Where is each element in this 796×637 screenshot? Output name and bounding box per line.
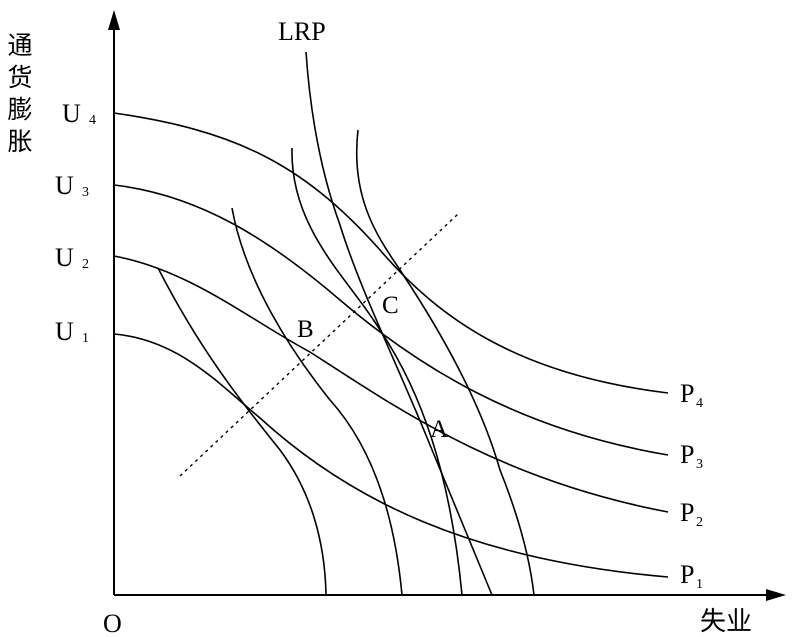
svg-text:1: 1 xyxy=(696,577,703,592)
p1-label: P 1 xyxy=(680,560,703,592)
origin-label: O xyxy=(103,609,122,637)
p3-label: P 3 xyxy=(680,440,703,472)
svg-text:U: U xyxy=(55,243,74,272)
phillips-curve-3 xyxy=(113,184,669,456)
point-a-label: A xyxy=(430,416,448,443)
svg-text:4: 4 xyxy=(696,396,703,411)
phillips-curve-4 xyxy=(113,112,669,394)
point-b-label: B xyxy=(297,316,314,343)
svg-text:3: 3 xyxy=(696,457,703,472)
svg-text:4: 4 xyxy=(89,113,96,128)
u4-label: U 4 xyxy=(62,99,96,128)
y-axis-label: 通 货 膨 胀 xyxy=(7,31,32,156)
x-axis-label: 失业 xyxy=(700,607,752,637)
u1-label: U 1 xyxy=(55,317,89,346)
u2-label: U 2 xyxy=(55,243,89,272)
svg-text:U: U xyxy=(55,171,74,200)
vertical-curve-2 xyxy=(231,207,403,596)
phillips-curve-2 xyxy=(113,255,669,513)
phillips-curve-1 xyxy=(113,333,669,578)
point-c-label: C xyxy=(382,292,399,319)
svg-text:P: P xyxy=(680,440,694,469)
svg-text:3: 3 xyxy=(82,185,89,200)
x-axis-arrow xyxy=(766,589,786,601)
svg-text:2: 2 xyxy=(82,257,89,272)
lrp-label: LRP xyxy=(278,17,326,46)
svg-text:膨: 膨 xyxy=(7,95,32,124)
svg-text:1: 1 xyxy=(82,331,89,346)
y-axis-arrow xyxy=(108,10,120,30)
vertical-curve-4 xyxy=(356,129,535,596)
svg-text:P: P xyxy=(680,560,694,589)
svg-text:U: U xyxy=(62,99,81,128)
svg-text:P: P xyxy=(680,498,694,527)
svg-text:通: 通 xyxy=(7,31,32,60)
svg-text:P: P xyxy=(680,379,694,408)
svg-text:U: U xyxy=(55,317,74,346)
svg-text:2: 2 xyxy=(696,515,703,530)
p4-label: P 4 xyxy=(680,379,703,411)
svg-text:货: 货 xyxy=(7,63,32,92)
vertical-curve-1 xyxy=(157,267,327,596)
p2-label: P 2 xyxy=(680,498,703,530)
dotted-diagonal-line xyxy=(179,213,459,477)
lrp-curve xyxy=(305,51,493,596)
svg-text:胀: 胀 xyxy=(7,127,32,156)
u3-label: U 3 xyxy=(55,171,89,200)
